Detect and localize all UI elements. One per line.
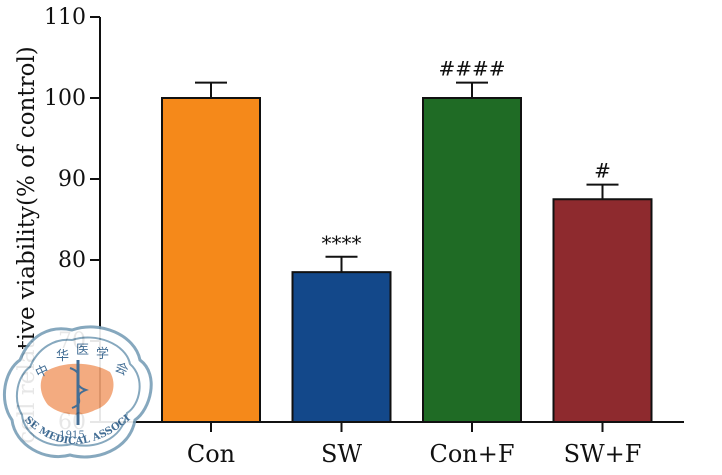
x-category-label: SW+F [564, 440, 642, 468]
bar-con-f [422, 97, 522, 423]
bar-sw [291, 271, 392, 423]
seal-year: 1915 [59, 430, 84, 441]
seal-char-4: 学 [96, 346, 109, 362]
bar-sw-f [552, 198, 653, 423]
significance-label: # [594, 159, 611, 183]
seal-char-2: 华 [56, 349, 69, 364]
bar-con [161, 97, 261, 423]
y-axis: 60708090100110 [44, 5, 101, 435]
seal-char-1: 中 [33, 363, 51, 382]
significance-label: **** [322, 231, 362, 255]
x-category-label: Con+F [429, 440, 514, 468]
x-category-label: Con [187, 440, 235, 468]
bars: ****##### [161, 57, 653, 423]
y-tick-label: 90 [58, 167, 86, 192]
seal-char-3: 医 [76, 343, 89, 358]
seal-char-5: 会 [112, 360, 130, 379]
y-tick-label: 80 [58, 248, 86, 273]
y-tick-label: 110 [44, 5, 86, 30]
y-tick-label: 100 [44, 86, 86, 111]
x-category-label: SW [321, 440, 362, 468]
significance-label: #### [438, 57, 505, 81]
x-axis: Con SW Con+F SW+F [100, 421, 684, 468]
